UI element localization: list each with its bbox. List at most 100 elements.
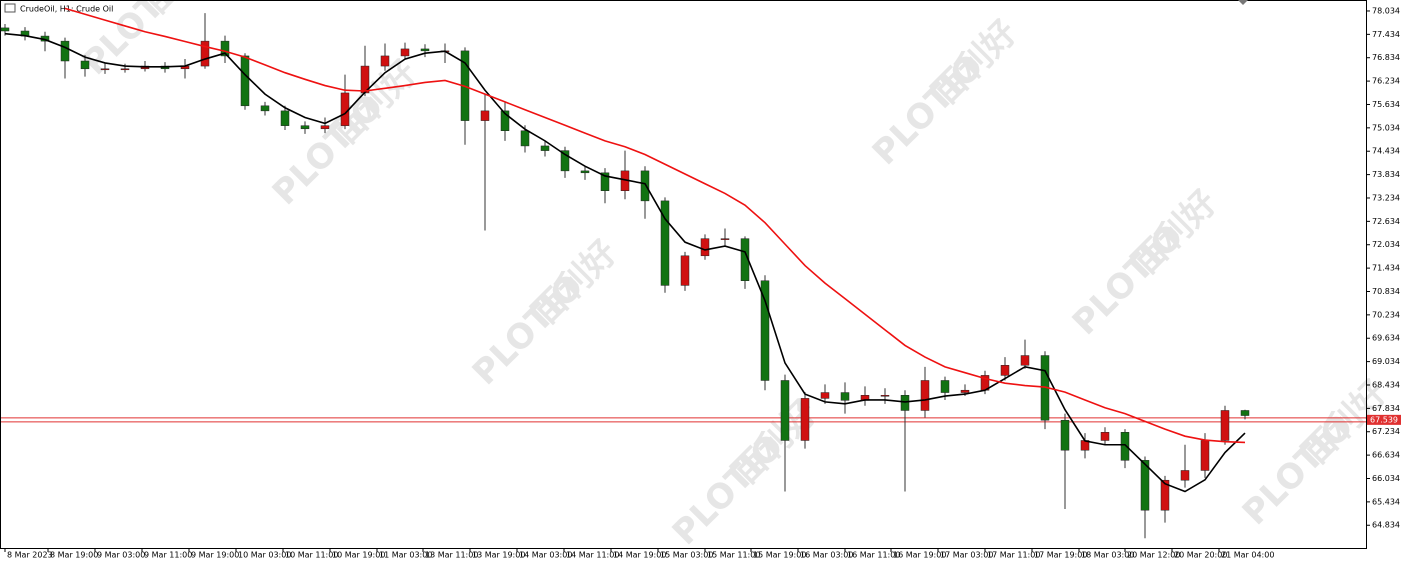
x-tick-label: 13 Mar 11:00 [425, 551, 478, 560]
y-tick-label: 69.634 [1372, 334, 1400, 343]
x-tick-label: 17 Mar 19:00 [1034, 551, 1087, 560]
x-tick-label: 13 Mar 19:00 [472, 551, 525, 560]
y-tick-label: 66.034 [1372, 474, 1400, 483]
plot-frame [0, 0, 1367, 549]
y-tick-label: 67.834 [1372, 404, 1400, 413]
candle-body [1220, 410, 1230, 441]
candle-body [540, 145, 550, 151]
candle-body [800, 398, 810, 441]
candle-body [60, 40, 70, 62]
candle-body [120, 68, 130, 71]
price-label: 67.539 [1370, 415, 1398, 424]
y-tick-label: 69.034 [1372, 357, 1400, 366]
candle-body [200, 40, 210, 67]
x-tick-label: 21 Mar 04:00 [1221, 551, 1274, 560]
y-tick-label: 73.834 [1372, 170, 1400, 179]
candle-body [960, 389, 970, 393]
x-tick-label: 14 Mar 19:00 [613, 551, 666, 560]
x-tick-label: 14 Mar 11:00 [566, 551, 619, 560]
candle-body [780, 380, 790, 441]
x-tick-label: 18 Mar 03:00 [1081, 551, 1134, 560]
x-tick-label: 8 Mar 2023 [7, 551, 53, 560]
price-label-box [1367, 414, 1401, 425]
candle-body [580, 170, 590, 174]
candle-body [560, 150, 570, 172]
candle-body [420, 48, 430, 52]
x-tick-label: 10 Mar 19:00 [332, 551, 385, 560]
y-tick-label: 72.034 [1372, 240, 1400, 249]
candle-body [1120, 432, 1130, 461]
x-tick-label: 15 Mar 03:00 [660, 551, 713, 560]
candle-body [0, 27, 10, 32]
y-tick-label: 66.634 [1372, 451, 1400, 460]
candle-body [1060, 419, 1070, 451]
candle-body [520, 130, 530, 147]
x-tick-label: 20 Mar 20:00 [1174, 551, 1227, 560]
candle-body [920, 380, 930, 411]
candle-body [940, 380, 950, 393]
candle-body [1240, 410, 1250, 416]
moving-average [64, 7, 1246, 444]
candle-body [320, 125, 330, 130]
x-tick-label: 17 Mar 03:00 [940, 551, 993, 560]
moving-average [4, 32, 1246, 493]
x-tick-label: 8 Mar 19:00 [50, 551, 98, 560]
candle-body [1140, 460, 1150, 511]
candle-body [1180, 470, 1190, 481]
y-tick-label: 70.834 [1372, 287, 1400, 296]
candle-body [100, 68, 110, 71]
candle-body [1100, 432, 1110, 441]
candle-body [680, 255, 690, 286]
chart-icon [4, 3, 16, 13]
candle-body [720, 238, 730, 240]
x-tick-label: 11 Mar 03:00 [379, 551, 432, 560]
x-tick-label: 17 Mar 11:00 [987, 551, 1040, 560]
y-tick-label: 78.034 [1372, 6, 1400, 15]
y-tick-label: 64.834 [1372, 521, 1400, 530]
candle-body [840, 392, 850, 401]
y-tick-label: 72.634 [1372, 217, 1400, 226]
candle-body [280, 110, 290, 126]
y-tick-label: 76.234 [1372, 77, 1400, 86]
shift-marker [1238, 0, 1248, 5]
candle-body [80, 60, 90, 70]
candle-body [880, 395, 890, 397]
candle-body [600, 172, 610, 191]
candle-body [900, 395, 910, 411]
x-tick-label: 9 Mar 11:00 [144, 551, 192, 560]
x-tick-label: 20 Mar 12:00 [1127, 551, 1180, 560]
candle-body [220, 40, 230, 57]
candle-body [300, 125, 310, 130]
candle-body [500, 110, 510, 131]
y-tick-label: 70.234 [1372, 310, 1400, 319]
candle-body [380, 55, 390, 67]
candle-body [1200, 440, 1210, 471]
y-tick-label: 75.634 [1372, 100, 1400, 109]
x-tick-label: 16 Mar 03:00 [800, 551, 853, 560]
x-tick-label: 10 Mar 03:00 [238, 551, 291, 560]
candle-body [260, 105, 270, 112]
candle-body [400, 48, 410, 57]
y-tick-label: 76.834 [1372, 53, 1400, 62]
candle-body [820, 392, 830, 399]
candle-body [640, 170, 650, 202]
y-tick-label: 74.434 [1372, 147, 1400, 156]
y-tick-label: 67.234 [1372, 427, 1400, 436]
x-tick-label: 16 Mar 19:00 [893, 551, 946, 560]
x-tick-label: 14 Mar 03:00 [519, 551, 572, 560]
y-tick-label: 75.034 [1372, 123, 1400, 132]
x-tick-label: 9 Mar 19:00 [191, 551, 239, 560]
candle-body [1160, 479, 1170, 511]
x-tick-label: 15 Mar 19:00 [753, 551, 806, 560]
y-tick-label: 73.234 [1372, 193, 1400, 202]
candle-body [760, 280, 770, 381]
candle-body [240, 55, 250, 107]
candle-body [700, 238, 710, 257]
y-tick-label: 65.434 [1372, 497, 1400, 506]
x-tick-label: 10 Mar 11:00 [285, 551, 338, 560]
x-tick-label: 9 Mar 03:00 [97, 551, 145, 560]
y-tick-label: 68.434 [1372, 380, 1400, 389]
candle-body [1000, 365, 1010, 376]
